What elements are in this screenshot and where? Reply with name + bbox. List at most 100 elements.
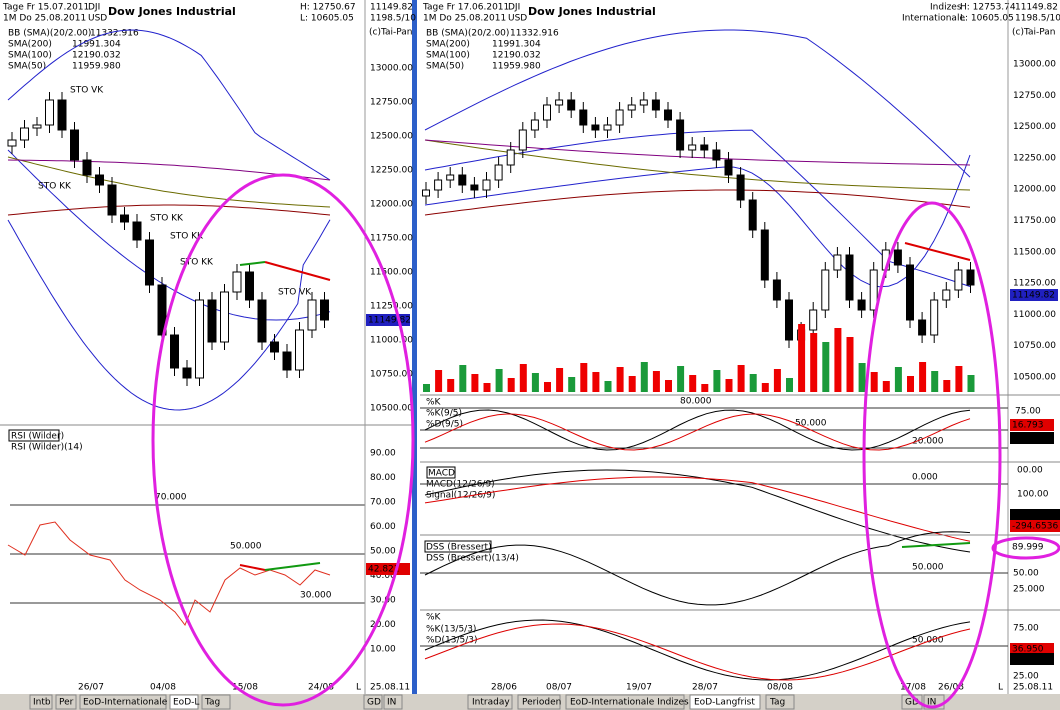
header-symbol: DJI	[88, 3, 100, 13]
candle	[809, 309, 818, 331]
slow-k	[424, 619, 971, 681]
candle	[906, 264, 914, 321]
volume-bar	[459, 365, 467, 392]
tab[interactable]	[201, 694, 231, 710]
candle	[785, 299, 793, 341]
volume-bar	[447, 379, 455, 392]
candle	[579, 109, 588, 126]
tab[interactable]	[517, 694, 561, 710]
overlay-value: 11991.304	[492, 40, 541, 50]
bb-lower	[424, 154, 971, 288]
price-axis-label: 10750.00	[370, 370, 413, 380]
tab[interactable]	[765, 694, 795, 710]
candle	[518, 129, 527, 151]
candle	[245, 271, 254, 301]
candle	[132, 221, 142, 241]
volume-bar	[931, 371, 939, 392]
candle	[821, 269, 830, 311]
candle	[506, 149, 515, 166]
volume-bar	[858, 363, 866, 392]
candle	[182, 367, 192, 379]
candle	[627, 104, 636, 111]
rsi-axis-label: 70.00	[370, 498, 396, 508]
level-label: 50.000	[912, 636, 944, 646]
header-high: H: 12750.67	[300, 3, 356, 13]
header-market: Indizes	[930, 3, 962, 13]
volume-bar	[798, 324, 806, 392]
tab[interactable]	[55, 694, 77, 710]
date-label: 26/08	[938, 683, 964, 693]
candle	[543, 104, 551, 121]
candle	[700, 144, 709, 151]
price-axis-label: 12250.00	[1013, 153, 1056, 163]
tab[interactable]	[689, 694, 761, 710]
volume-bar	[423, 384, 430, 392]
date-label: 08/07	[546, 683, 572, 693]
tab[interactable]	[79, 694, 167, 710]
volume-bar	[604, 381, 612, 392]
dss-label: DSS (Bressert)(13/4)	[426, 554, 519, 564]
volume-bar	[640, 362, 648, 392]
tab-label: Per	[59, 698, 74, 708]
volume-bar	[846, 337, 854, 392]
volume-bar	[507, 378, 515, 392]
volume-bar	[665, 380, 672, 392]
button[interactable]	[363, 694, 383, 710]
price-axis-label: 12750.00	[370, 98, 413, 108]
rsi-line	[7, 521, 331, 627]
slow-d-label: %D(13/5/3)	[426, 636, 477, 646]
stoch-tag: 16.793	[1012, 421, 1044, 431]
candle	[772, 279, 781, 301]
tab[interactable]	[169, 694, 199, 710]
volume-bar	[967, 375, 975, 392]
pane-title: %K	[426, 613, 442, 623]
bb-lower	[7, 219, 331, 411]
candle	[207, 299, 217, 343]
level-label: 20.000	[912, 437, 944, 447]
tab-label: Perioden	[522, 698, 561, 708]
candle	[591, 124, 600, 131]
stoch-d-label: %D(9/5)	[426, 420, 463, 430]
volume-bar	[483, 383, 491, 392]
candle	[57, 99, 67, 131]
sma200	[424, 189, 971, 216]
button[interactable]	[383, 694, 403, 710]
annotation: STO VK	[70, 86, 104, 96]
volume-bar	[677, 366, 685, 392]
candle	[857, 299, 866, 311]
price-axis-label: 12250.00	[370, 166, 413, 176]
candle	[833, 254, 842, 271]
candle	[845, 254, 854, 301]
highlight-ellipse	[862, 201, 1002, 709]
header-range: 1M Do 25.08.2011	[3, 14, 86, 24]
overlay-name: SMA(200)	[8, 40, 52, 50]
header-currency: USD	[88, 14, 107, 24]
tab[interactable]	[467, 694, 513, 710]
overlay-name: SMA(200)	[426, 40, 470, 50]
tab[interactable]	[29, 694, 53, 710]
volume-bar	[894, 367, 902, 392]
annotation: STO KK	[150, 214, 184, 224]
price-axis-label: 11250.00	[370, 302, 413, 312]
date-label: 28/07	[692, 683, 718, 693]
price-axis-label: 12000.00	[1013, 185, 1056, 195]
rsi-axis-label: 10.00	[370, 645, 396, 655]
slow-tag: 36.950	[1012, 645, 1044, 655]
level-label: 50.000	[912, 563, 944, 573]
stoch-k	[424, 409, 971, 451]
candle	[688, 144, 697, 151]
overlay-value: 11991.304	[72, 40, 121, 50]
bb-middle	[7, 149, 331, 321]
level-label: 0.000	[912, 473, 938, 483]
price-tag: 11149.82	[368, 316, 411, 326]
rsi-axis-label: 20.00	[370, 620, 396, 630]
tab[interactable]	[565, 694, 685, 710]
stoch-tag-bg	[1010, 432, 1054, 444]
axis-label: 75.00	[1013, 624, 1039, 634]
trend-line	[264, 562, 321, 571]
date-label: 04/08	[150, 683, 176, 693]
volume-bar	[652, 371, 660, 392]
copyright: (c)Tai-Pan	[369, 28, 412, 38]
date-label: 15/08	[232, 683, 258, 693]
volume-bar	[725, 379, 733, 392]
